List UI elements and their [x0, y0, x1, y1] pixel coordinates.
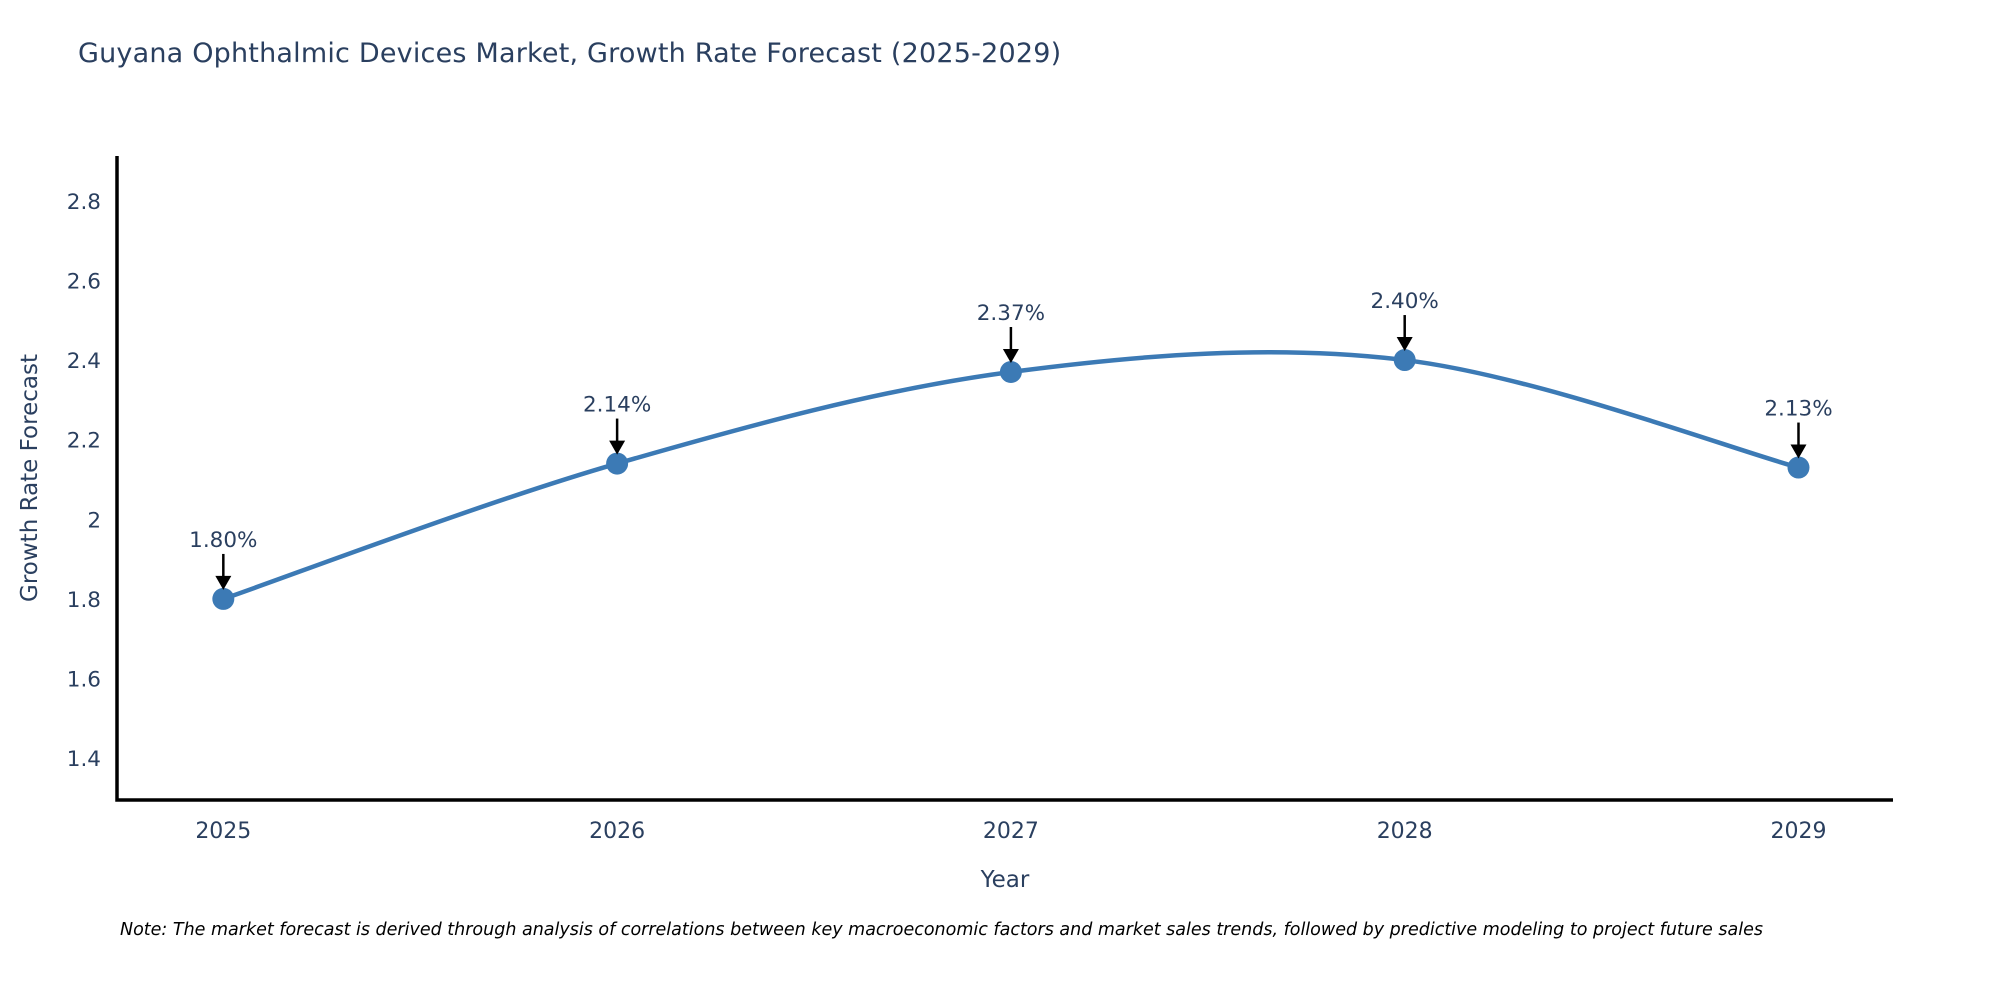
annotation-arrowhead	[609, 440, 626, 455]
x-tick-label: 2025	[195, 819, 251, 844]
point-annotation-label: 1.80%	[189, 528, 257, 553]
y-tick-label: 2.2	[67, 429, 101, 454]
forecast-line	[221, 349, 1801, 602]
point-annotation-label: 2.40%	[1371, 289, 1439, 314]
chart-title: Guyana Ophthalmic Devices Market, Growth…	[78, 38, 1062, 69]
y-tick-label: 1.8	[67, 588, 101, 613]
x-axis-title: Year	[980, 867, 1030, 893]
data-point-marker	[1393, 349, 1416, 372]
x-tick-label: 2027	[983, 819, 1039, 844]
y-tick-label: 2	[87, 508, 101, 533]
annotation-arrowhead	[215, 575, 232, 590]
x-tick-label: 2028	[1377, 819, 1433, 844]
footnote: Note: The market forecast is derived thr…	[120, 920, 1763, 940]
y-tick-label: 1.6	[67, 668, 101, 693]
point-annotation-label: 2.14%	[583, 393, 651, 418]
point-annotation-label: 2.13%	[1764, 397, 1832, 422]
data-point-marker	[606, 452, 629, 475]
y-tick-label: 1.4	[67, 747, 101, 772]
y-tick-label: 2.6	[67, 269, 101, 294]
data-point-marker	[999, 360, 1022, 383]
x-tick-label: 2029	[1770, 819, 1826, 844]
annotation-arrowhead	[1396, 337, 1413, 352]
axis-lines	[115, 156, 1893, 802]
data-point-marker	[212, 587, 235, 610]
y-tick-label: 2.4	[67, 349, 101, 374]
point-annotation-label: 2.37%	[977, 301, 1045, 326]
annotation-arrowhead	[1002, 348, 1019, 363]
x-tick-label: 2026	[589, 819, 645, 844]
data-point-marker	[1787, 456, 1810, 479]
y-tick-label: 2.8	[67, 190, 101, 215]
annotation-arrowhead	[1790, 444, 1807, 459]
